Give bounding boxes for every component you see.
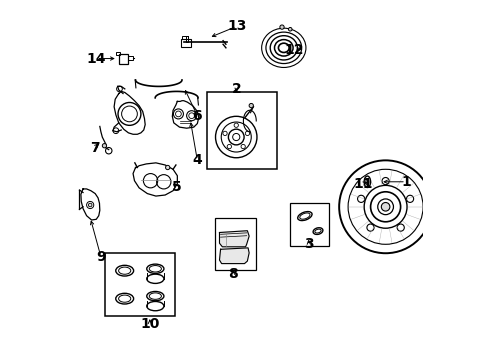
Polygon shape (219, 248, 248, 264)
Text: 3: 3 (304, 237, 313, 251)
Circle shape (288, 27, 291, 31)
Text: 7: 7 (89, 141, 99, 155)
Text: 5: 5 (171, 180, 181, 194)
Circle shape (88, 203, 92, 207)
Bar (182, 36, 188, 39)
Text: 2: 2 (231, 82, 241, 96)
Text: 10: 10 (140, 316, 159, 330)
Text: 8: 8 (228, 267, 238, 280)
Polygon shape (219, 231, 248, 247)
Bar (127, 56, 132, 60)
Circle shape (248, 103, 253, 108)
Text: 12: 12 (284, 42, 304, 57)
Bar (185, 36, 188, 42)
Bar (116, 52, 120, 55)
Bar (206, 93, 276, 169)
Text: 6: 6 (192, 109, 202, 123)
Circle shape (165, 165, 169, 170)
Text: 14: 14 (86, 51, 106, 66)
Text: 1: 1 (400, 175, 410, 189)
Text: 13: 13 (226, 19, 246, 33)
Circle shape (102, 144, 106, 148)
Bar (105, 253, 175, 316)
Text: 4: 4 (192, 153, 202, 167)
Circle shape (381, 203, 389, 211)
Text: 9: 9 (96, 250, 105, 264)
Bar (290, 203, 328, 246)
Bar (215, 218, 256, 270)
Text: 11: 11 (353, 176, 372, 190)
Bar (181, 39, 190, 47)
Circle shape (279, 25, 284, 29)
Bar (119, 54, 127, 64)
